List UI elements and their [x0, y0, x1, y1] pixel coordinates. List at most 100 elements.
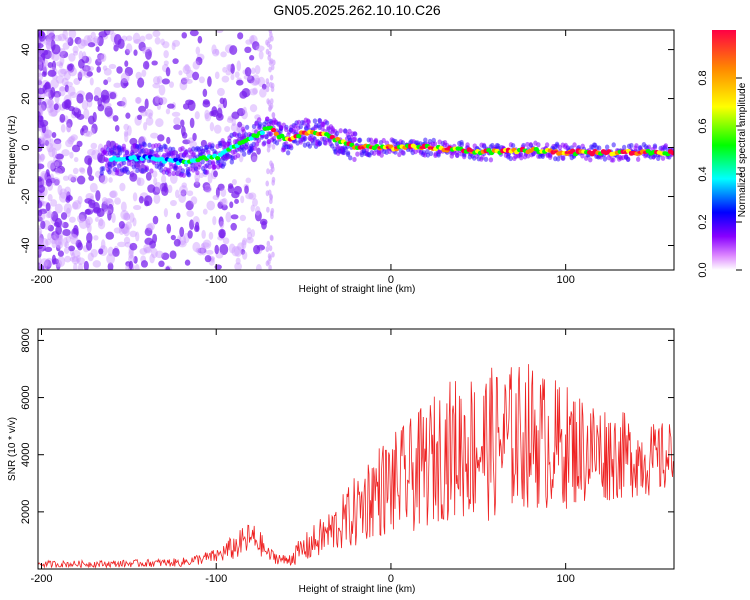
spectrogram-noise-mark [88, 202, 96, 209]
spectrogram-noise-mark [77, 71, 83, 78]
spectrogram-noise-mark [173, 124, 182, 130]
spectrogram-ridge-halo [307, 143, 313, 149]
spectrogram-noise-mark [173, 238, 181, 247]
spectrogram-ridge-halo [496, 143, 501, 149]
spectrogram-ridge-halo [225, 152, 230, 158]
spectrogram-noise-mark [242, 237, 247, 246]
spectrogram-ridge-halo [357, 137, 363, 143]
spectrogram-ridge-halo [341, 149, 347, 156]
spectrogram-noise-mark [145, 171, 152, 181]
spectrogram-noise-mark [78, 211, 87, 222]
spectrogram-ridge-halo [352, 131, 358, 137]
spectrogram-x-tick-label: -100 [205, 274, 227, 286]
spectrogram-noise-mark [179, 226, 185, 237]
spectrogram-noise-mark [182, 64, 191, 75]
spectrogram-y-tick-label: 40 [20, 43, 32, 55]
spectrogram-ridge-halo [580, 153, 585, 159]
spectrogram-ridge-halo [261, 141, 266, 147]
spectrogram-noise-mark [202, 208, 208, 215]
spectrogram-noise-mark [124, 66, 134, 77]
spectrogram-noise-mark [71, 255, 80, 265]
spectrogram-noise-mark [87, 42, 96, 48]
spectrogram-ridge-halo [178, 152, 184, 158]
spectrogram-noise-mark [100, 89, 110, 101]
spectrogram-ridge-halo [244, 144, 249, 150]
spectrogram-noise-mark [137, 114, 143, 120]
spectrogram-noise-mark [252, 41, 260, 51]
spectrogram-ridge-halo [243, 132, 249, 138]
spectrogram-noise-mark [97, 35, 104, 47]
spectrogram-noise-mark [76, 175, 86, 185]
spectrogram-noise-mark [40, 170, 48, 180]
spectrogram-noise-mark [83, 260, 89, 270]
spectrogram-ridge-halo [611, 142, 616, 148]
spectrogram-noise-mark [186, 210, 194, 218]
spectrogram-noise-mark [161, 78, 170, 85]
spectrogram-ridge-halo [167, 171, 172, 177]
spectrogram-noise-mark [154, 182, 163, 193]
spectrogram-noise-mark [38, 163, 45, 170]
spectrogram-noise-mark [89, 182, 98, 193]
spectrogram-streak-mark [271, 176, 276, 183]
spectrogram-noise-mark [93, 95, 99, 102]
spectrogram-ridge-halo [643, 153, 648, 159]
spectrogram-noise-mark [169, 250, 177, 260]
spectrogram-ridge-halo [371, 150, 377, 156]
spectrogram-noise-mark [246, 227, 252, 234]
spectrogram-noise-mark [54, 161, 60, 167]
spectrogram-noise-mark [103, 208, 113, 214]
spectrogram-noise-mark [38, 236, 42, 247]
spectrogram-noise-mark [65, 196, 71, 203]
spectrogram-noise-mark [212, 48, 220, 57]
spectrogram-noise-mark [100, 239, 106, 251]
spectrogram-noise-mark [133, 49, 138, 56]
spectrogram-noise-mark [38, 230, 42, 237]
spectrogram-noise-mark [125, 43, 133, 54]
spectrogram-noise-mark [123, 236, 131, 244]
spectrogram-noise-mark [159, 182, 167, 192]
spectrogram-noise-mark [46, 34, 54, 43]
spectrogram-streak-mark [268, 105, 272, 112]
spectrogram-noise-mark [192, 132, 197, 142]
spectrogram-noise-mark [220, 188, 227, 197]
spectrogram-ridge-halo [171, 170, 176, 176]
spectrogram-ridge-halo [629, 142, 634, 149]
spectrogram-noise-mark [143, 246, 153, 254]
spectrogram-noise-mark [201, 229, 206, 239]
spectrogram-noise-mark [161, 252, 170, 261]
colorbar-gradient [712, 30, 736, 270]
spectrogram-noise-mark [74, 106, 79, 113]
spectrogram-noise-mark [82, 51, 87, 62]
spectrogram-noise-mark [221, 75, 230, 83]
spectrogram-noise-mark [159, 97, 168, 105]
snr-y-tick-label: 2000 [20, 500, 32, 524]
spectrogram-noise-mark [198, 76, 205, 84]
spectrogram-noise-mark [71, 252, 76, 261]
spectrogram-ridge-halo [229, 154, 234, 161]
spectrogram-noise-mark [38, 250, 42, 258]
spectrogram-noise-mark [248, 192, 257, 200]
spectrogram-noise-mark [137, 77, 145, 88]
spectrogram-noise-mark [73, 262, 78, 270]
spectrogram-ridge-halo [221, 161, 227, 167]
spectrogram-noise-mark [111, 212, 116, 224]
spectrogram-noise-mark [135, 231, 140, 242]
spectrogram-noise-mark [163, 50, 169, 59]
spectrogram-noise-mark [140, 110, 148, 117]
spectrogram-ridge-halo [254, 121, 259, 127]
spectrogram-noise-mark [213, 124, 222, 134]
spectrogram-noise-mark [38, 30, 46, 42]
spectrogram-noise-mark [85, 65, 95, 72]
spectrogram-noise-mark [76, 140, 83, 148]
spectrogram-noise-mark [98, 248, 104, 255]
spectrogram-noise-mark [143, 243, 152, 253]
spectrogram-noise-mark [38, 78, 43, 89]
spectrogram-ridge-halo [107, 169, 112, 175]
spectrogram-noise-mark [212, 215, 217, 226]
spectrogram-noise-mark [84, 198, 93, 204]
spectrogram-noise-mark [56, 241, 64, 249]
spectrogram-noise-mark [256, 147, 261, 155]
spectrogram-noise-mark [56, 262, 61, 270]
spectrogram-noise-mark [76, 255, 81, 263]
spectrogram-noise-mark [161, 174, 167, 184]
